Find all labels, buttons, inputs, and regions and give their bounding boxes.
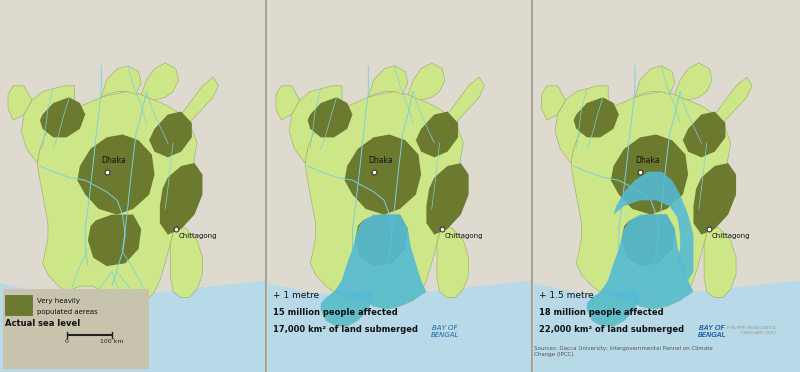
Text: Dhaka: Dhaka [368,156,393,165]
Text: Dhaka: Dhaka [635,156,659,165]
Polygon shape [587,292,635,326]
Text: + 1 metre: + 1 metre [274,291,319,299]
Polygon shape [555,86,608,163]
Polygon shape [534,280,800,372]
Polygon shape [416,112,458,157]
Polygon shape [276,86,300,120]
Text: Chittagong: Chittagong [712,232,750,238]
Text: 22,000 km² of land submerged: 22,000 km² of land submerged [539,325,684,334]
Polygon shape [635,66,674,97]
Text: Chittagong: Chittagong [178,232,217,238]
Text: 17,000 km² of land submerged: 17,000 km² of land submerged [274,325,418,334]
Text: Dhaka: Dhaka [102,156,126,165]
Polygon shape [437,223,469,298]
Polygon shape [141,63,178,100]
Polygon shape [611,135,688,215]
Polygon shape [170,223,202,298]
Polygon shape [308,97,353,137]
Polygon shape [600,215,694,309]
Polygon shape [149,112,192,157]
Polygon shape [181,77,218,126]
Text: + 1.5 metre: + 1.5 metre [539,291,594,299]
Polygon shape [408,63,445,100]
Polygon shape [355,215,408,266]
Polygon shape [102,66,141,97]
Polygon shape [160,163,202,235]
Polygon shape [714,77,752,126]
Polygon shape [8,86,32,120]
Polygon shape [571,92,730,309]
Polygon shape [674,63,712,100]
Bar [6,295,32,315]
Polygon shape [426,163,469,235]
Text: Very heavily: Very heavily [38,298,80,304]
Polygon shape [447,77,485,126]
Polygon shape [289,86,342,163]
Polygon shape [78,135,154,215]
Text: Chittagong: Chittagong [445,232,483,238]
Polygon shape [682,112,726,157]
Polygon shape [614,172,694,280]
Polygon shape [321,292,374,326]
Polygon shape [587,292,640,326]
Text: 15 million people affected: 15 million people affected [274,308,398,317]
Text: Sources: Dacca University; Intergovernmental Pannel on Climate
Change (IPCC).: Sources: Dacca University; Intergovernme… [534,346,713,357]
Polygon shape [40,97,86,137]
Text: BAY OF
BENGAL: BAY OF BENGAL [430,326,459,339]
Polygon shape [345,135,421,215]
Text: populated aereas: populated aereas [38,309,98,315]
Polygon shape [704,223,736,298]
Polygon shape [542,86,566,120]
Text: PHILIPPE REKACEWICZ
FEBRUARY 2007: PHILIPPE REKACEWICZ FEBRUARY 2007 [727,326,776,335]
Polygon shape [88,215,141,266]
Polygon shape [574,97,619,137]
Text: Actual sea level: Actual sea level [6,319,81,328]
Polygon shape [334,215,426,309]
Polygon shape [54,292,102,326]
Text: 18 million people affected: 18 million people affected [539,308,663,317]
Polygon shape [268,280,532,372]
Polygon shape [305,92,463,309]
FancyBboxPatch shape [2,289,149,369]
Polygon shape [368,66,408,97]
Polygon shape [38,92,197,309]
Text: BAY OF
BENGAL: BAY OF BENGAL [698,326,726,339]
Text: BAY OF
BENGAL: BAY OF BENGAL [698,326,726,339]
Text: 0: 0 [65,339,69,344]
Text: 100 km: 100 km [100,339,124,344]
Polygon shape [622,215,674,266]
Polygon shape [694,163,736,235]
Polygon shape [22,86,74,163]
Polygon shape [321,292,368,326]
Polygon shape [0,280,266,372]
